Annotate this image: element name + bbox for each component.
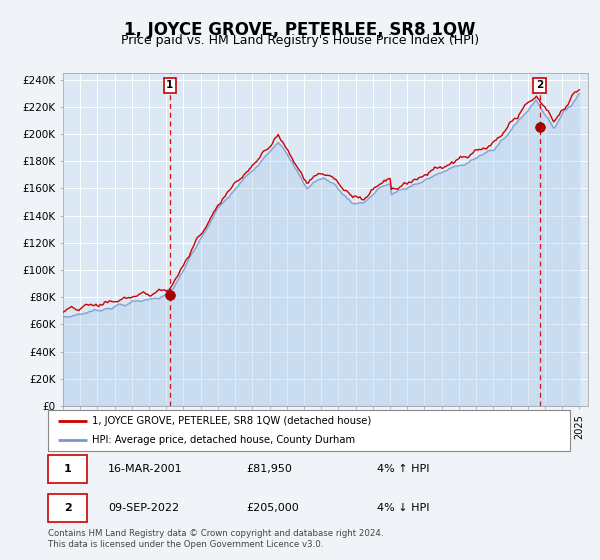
Text: 2: 2 <box>64 503 71 513</box>
Text: Contains HM Land Registry data © Crown copyright and database right 2024.
This d: Contains HM Land Registry data © Crown c… <box>48 529 383 549</box>
Text: 1, JOYCE GROVE, PETERLEE, SR8 1QW (detached house): 1, JOYCE GROVE, PETERLEE, SR8 1QW (detac… <box>92 416 371 426</box>
Text: Price paid vs. HM Land Registry's House Price Index (HPI): Price paid vs. HM Land Registry's House … <box>121 34 479 46</box>
Text: 4% ↑ HPI: 4% ↑ HPI <box>377 464 430 474</box>
FancyBboxPatch shape <box>48 494 87 522</box>
Text: 1: 1 <box>166 80 173 90</box>
Text: 2: 2 <box>536 80 543 90</box>
Text: £81,950: £81,950 <box>247 464 292 474</box>
Text: 16-MAR-2001: 16-MAR-2001 <box>108 464 182 474</box>
Text: £205,000: £205,000 <box>247 503 299 513</box>
FancyBboxPatch shape <box>48 410 570 451</box>
Text: 4% ↓ HPI: 4% ↓ HPI <box>377 503 430 513</box>
FancyBboxPatch shape <box>48 455 87 483</box>
Text: 1, JOYCE GROVE, PETERLEE, SR8 1QW: 1, JOYCE GROVE, PETERLEE, SR8 1QW <box>124 21 476 39</box>
Text: 09-SEP-2022: 09-SEP-2022 <box>108 503 179 513</box>
Text: 1: 1 <box>64 464 71 474</box>
Text: HPI: Average price, detached house, County Durham: HPI: Average price, detached house, Coun… <box>92 435 355 445</box>
